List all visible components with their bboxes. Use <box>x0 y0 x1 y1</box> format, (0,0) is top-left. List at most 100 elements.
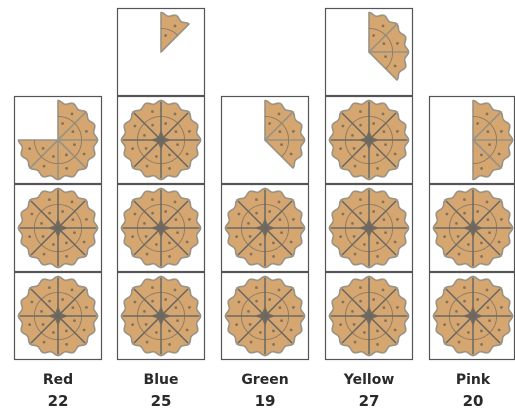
value-label-pink: 20 <box>463 392 484 410</box>
category-label-yellow: Yellow <box>343 372 395 388</box>
pizza-slice <box>160 275 190 317</box>
pizza-slice <box>132 315 162 357</box>
pizza-slice <box>340 315 370 357</box>
pizza-slice <box>160 139 190 181</box>
pizza-slice <box>160 199 202 229</box>
pizza-slice <box>57 139 87 181</box>
pizza-slice <box>57 315 87 357</box>
pizza-slice <box>160 111 202 141</box>
pizza-slice <box>368 227 410 257</box>
pictogram-cell-blue <box>116 95 206 185</box>
pizza-slice <box>472 139 502 181</box>
pizza-slice <box>57 99 87 141</box>
pizza-slice <box>340 227 370 269</box>
pizza-slice <box>368 11 398 53</box>
pizza-slice <box>29 187 59 229</box>
value-label-red: 22 <box>48 392 69 410</box>
pizza-slice <box>224 227 266 257</box>
pizza-slice <box>368 227 398 269</box>
pizza-slice <box>264 139 306 169</box>
pizza-slice <box>340 99 370 141</box>
pictogram-cell-yellow <box>324 183 414 273</box>
pizza-icon-pink <box>432 275 514 357</box>
pizza-slice <box>472 99 502 141</box>
pizza-icon-blue <box>120 275 202 357</box>
pizza-slice <box>264 227 294 269</box>
pizza-slice <box>120 139 162 169</box>
pizza-slice <box>132 139 162 181</box>
pizza-slice <box>160 99 190 141</box>
partial-pizza-icon-pink <box>472 99 514 181</box>
pizza-slice <box>160 11 190 53</box>
pizza-slice <box>368 275 398 317</box>
pizza-slice <box>472 111 514 141</box>
pizza-slice <box>444 187 474 229</box>
pizza-slice <box>57 287 99 317</box>
pictogram-cell-red <box>13 183 103 273</box>
pictogram-cell-red <box>13 271 103 361</box>
pizza-slice <box>432 227 474 257</box>
pizza-slice <box>328 139 370 169</box>
value-label-yellow: 27 <box>359 392 380 410</box>
pizza-icon-green <box>224 187 306 269</box>
pizza-icon-pink <box>432 187 514 269</box>
pizza-slice <box>132 275 162 317</box>
pizza-slice <box>120 199 162 229</box>
pizza-slice <box>17 139 59 169</box>
pizza-slice <box>368 23 410 53</box>
pizza-slice <box>340 275 370 317</box>
pizza-slice <box>160 227 202 257</box>
pizza-slice <box>264 315 294 357</box>
category-label-pink: Pink <box>456 372 491 388</box>
pizza-slice <box>472 275 502 317</box>
pizza-icon-blue <box>120 99 202 181</box>
pizza-slice <box>224 315 266 345</box>
pizza-slice <box>132 227 162 269</box>
pizza-slice <box>444 227 474 269</box>
pizza-slice <box>236 227 266 269</box>
chart-marks <box>17 11 514 357</box>
pizza-slice <box>120 315 162 345</box>
pizza-slice <box>368 187 398 229</box>
pizza-slice <box>432 287 474 317</box>
pictogram-cell-green <box>220 95 310 185</box>
pizza-icon-blue <box>120 187 202 269</box>
pizza-slice <box>160 315 202 345</box>
category-label-red: Red <box>43 372 73 388</box>
partial-pizza-icon-green <box>264 99 306 169</box>
pizza-icon-red <box>17 275 99 357</box>
pizza-slice <box>264 315 306 345</box>
pizza-slice <box>432 315 474 345</box>
pizza-slice <box>132 99 162 141</box>
pizza-slice <box>472 139 514 169</box>
pictogram-cell-red <box>13 95 103 185</box>
category-label-green: Green <box>241 372 288 388</box>
pizza-slice <box>160 315 190 357</box>
pizza-slice <box>224 199 266 229</box>
chart-labels: Red 22 Blue 25 Green 19 Yellow 27 Pink 20 <box>43 372 491 410</box>
category-label-blue: Blue <box>144 372 179 388</box>
pizza-slice <box>264 199 306 229</box>
pizza-slice <box>472 227 502 269</box>
pizza-slice <box>472 227 514 257</box>
pizza-slice <box>444 275 474 317</box>
pizza-slice <box>17 199 59 229</box>
pizza-slice <box>444 315 474 357</box>
pictogram-cell-yellow <box>324 7 414 97</box>
pizza-slice <box>57 199 99 229</box>
pizza-slice <box>368 315 410 345</box>
pizza-slice <box>29 227 59 269</box>
pizza-slice <box>57 275 87 317</box>
pictogram-cell-blue <box>116 7 206 97</box>
pizza-icon-yellow <box>328 187 410 269</box>
pizza-slice <box>432 199 474 229</box>
pizza-slice <box>57 315 99 345</box>
pizza-slice <box>236 315 266 357</box>
pizza-slice <box>17 227 59 257</box>
partial-pizza-icon-red <box>17 99 99 181</box>
pizza-slice <box>160 139 202 169</box>
pizza-slice <box>236 187 266 229</box>
value-label-blue: 25 <box>151 392 172 410</box>
pizza-icon-red <box>17 187 99 269</box>
